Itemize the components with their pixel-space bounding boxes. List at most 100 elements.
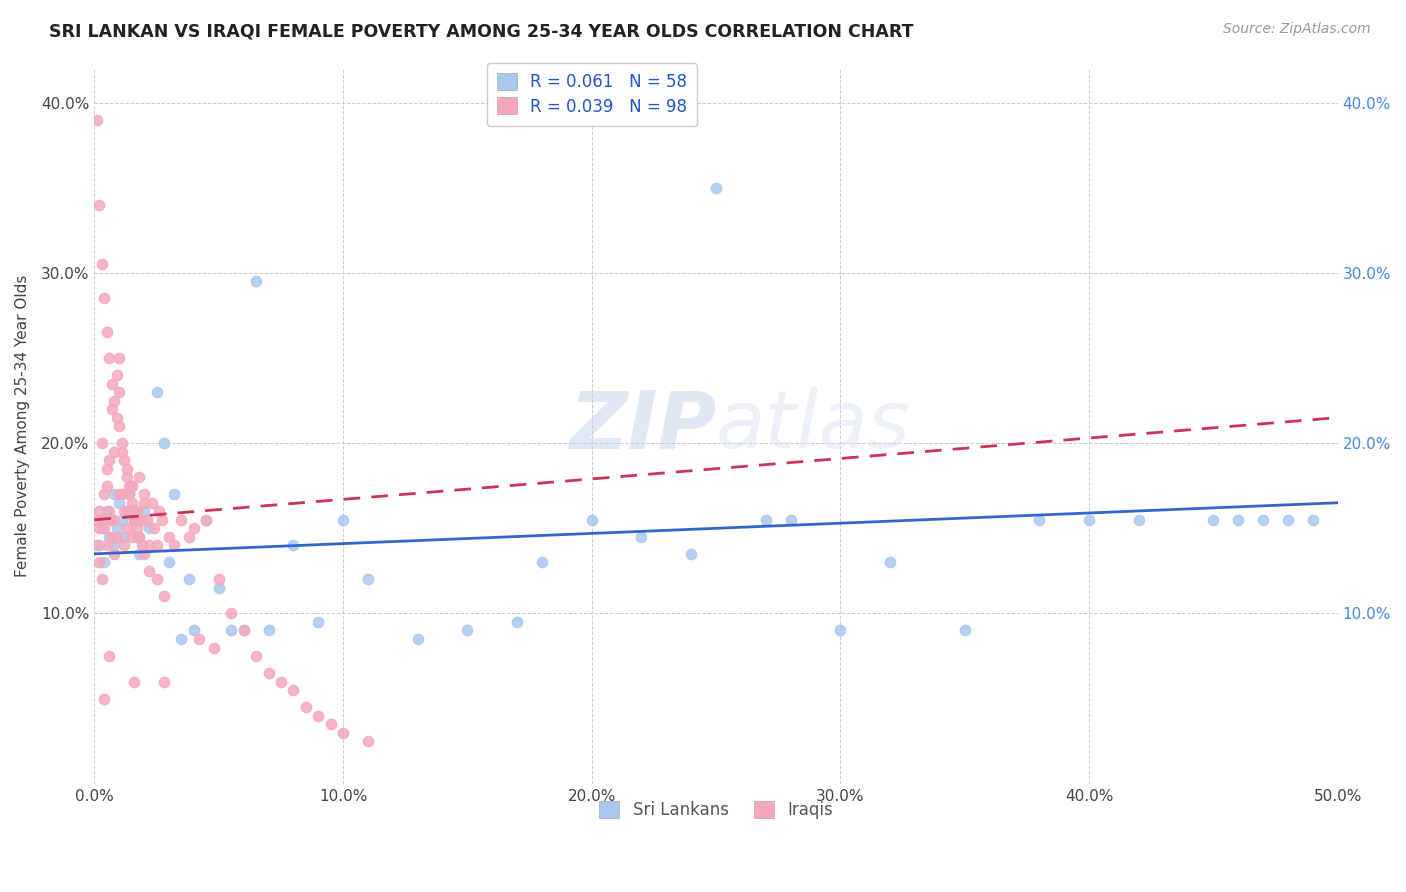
- Text: SRI LANKAN VS IRAQI FEMALE POVERTY AMONG 25-34 YEAR OLDS CORRELATION CHART: SRI LANKAN VS IRAQI FEMALE POVERTY AMONG…: [49, 22, 914, 40]
- Point: [187, 632, 209, 646]
- Point: [98, 351, 121, 365]
- Point: [530, 555, 553, 569]
- Text: Source: ZipAtlas.com: Source: ZipAtlas.com: [1223, 22, 1371, 37]
- Point: [581, 513, 603, 527]
- Point: [148, 504, 170, 518]
- Point: [779, 513, 801, 527]
- Point: [177, 530, 200, 544]
- Point: [170, 632, 193, 646]
- Point: [295, 700, 318, 714]
- Point: [157, 555, 180, 569]
- Point: [103, 393, 125, 408]
- Point: [101, 530, 124, 544]
- Point: [90, 436, 112, 450]
- Point: [319, 717, 342, 731]
- Point: [153, 436, 176, 450]
- Point: [122, 674, 145, 689]
- Point: [98, 504, 121, 518]
- Point: [283, 538, 305, 552]
- Point: [93, 487, 115, 501]
- Point: [219, 624, 242, 638]
- Point: [101, 402, 124, 417]
- Legend: Sri Lankans, Iraqis: Sri Lankans, Iraqis: [593, 794, 839, 825]
- Point: [118, 487, 141, 501]
- Point: [93, 691, 115, 706]
- Point: [103, 538, 125, 552]
- Point: [125, 504, 148, 518]
- Point: [90, 257, 112, 271]
- Point: [1078, 513, 1101, 527]
- Point: [183, 521, 205, 535]
- Point: [112, 538, 135, 552]
- Point: [118, 504, 141, 518]
- Point: [163, 487, 186, 501]
- Point: [98, 530, 121, 544]
- Point: [93, 521, 115, 535]
- Point: [1251, 513, 1274, 527]
- Point: [115, 470, 138, 484]
- Point: [101, 513, 124, 527]
- Point: [93, 555, 115, 569]
- Point: [195, 513, 218, 527]
- Point: [245, 648, 267, 663]
- Point: [103, 487, 125, 501]
- Point: [879, 555, 901, 569]
- Point: [357, 573, 380, 587]
- Point: [125, 513, 148, 527]
- Point: [105, 410, 128, 425]
- Point: [115, 504, 138, 518]
- Point: [145, 573, 167, 587]
- Point: [1227, 513, 1250, 527]
- Point: [1277, 513, 1299, 527]
- Point: [128, 530, 150, 544]
- Point: [138, 521, 160, 535]
- Point: [128, 530, 150, 544]
- Point: [96, 504, 118, 518]
- Point: [138, 538, 160, 552]
- Point: [89, 521, 111, 535]
- Point: [93, 292, 115, 306]
- Point: [86, 112, 108, 127]
- Point: [86, 538, 108, 552]
- Point: [232, 624, 254, 638]
- Point: [122, 513, 145, 527]
- Point: [86, 513, 108, 527]
- Point: [830, 624, 852, 638]
- Point: [98, 453, 121, 467]
- Point: [630, 530, 652, 544]
- Point: [98, 648, 121, 663]
- Point: [456, 624, 478, 638]
- Point: [332, 725, 354, 739]
- Point: [183, 624, 205, 638]
- Point: [153, 674, 176, 689]
- Point: [105, 521, 128, 535]
- Point: [89, 538, 111, 552]
- Point: [122, 504, 145, 518]
- Point: [357, 734, 380, 748]
- Point: [257, 666, 280, 681]
- Point: [108, 385, 131, 400]
- Point: [128, 470, 150, 484]
- Point: [1302, 513, 1324, 527]
- Point: [131, 513, 153, 527]
- Point: [96, 326, 118, 340]
- Point: [953, 624, 976, 638]
- Point: [170, 513, 193, 527]
- Text: atlas: atlas: [716, 387, 911, 465]
- Point: [125, 521, 148, 535]
- Point: [257, 624, 280, 638]
- Point: [143, 521, 166, 535]
- Y-axis label: Female Poverty Among 25-34 Year Olds: Female Poverty Among 25-34 Year Olds: [15, 275, 30, 577]
- Point: [134, 547, 156, 561]
- Point: [112, 504, 135, 518]
- Point: [1128, 513, 1150, 527]
- Point: [115, 461, 138, 475]
- Point: [96, 461, 118, 475]
- Point: [112, 453, 135, 467]
- Point: [111, 436, 134, 450]
- Point: [1202, 513, 1225, 527]
- Point: [681, 547, 703, 561]
- Point: [118, 487, 141, 501]
- Point: [108, 487, 131, 501]
- Point: [105, 368, 128, 382]
